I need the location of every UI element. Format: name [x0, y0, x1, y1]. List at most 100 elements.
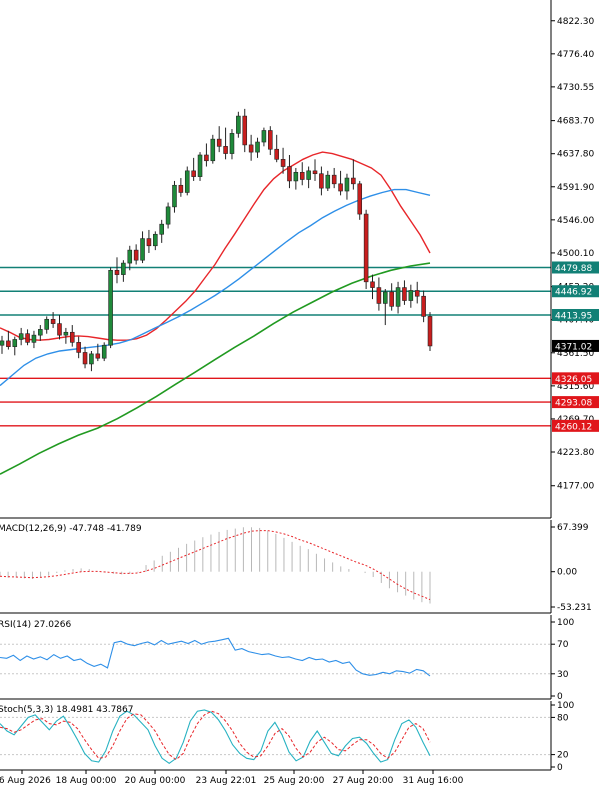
price-tick-label: 4546.00	[557, 216, 594, 226]
stochastic-tick-label: 20	[557, 751, 569, 761]
price-tick-label: 4776.40	[557, 50, 594, 60]
candle-body	[0, 340, 5, 346]
candle-body	[18, 333, 24, 340]
candle-body	[363, 213, 369, 283]
price-panel	[0, 108, 551, 475]
candle-body	[325, 174, 331, 189]
candle-body	[76, 342, 81, 353]
candle-body	[351, 177, 356, 185]
level-label-box	[552, 261, 599, 274]
candle-body	[89, 353, 94, 365]
rsi-tick-label: 100	[557, 618, 574, 628]
candle-body	[414, 290, 420, 297]
candle-body	[108, 269, 113, 346]
macd-title: MACD(12,26,9) -47.748 -41.789	[0, 524, 142, 534]
candle-body	[293, 171, 299, 182]
candle-body	[38, 329, 43, 336]
candle-body	[331, 174, 337, 185]
candle-body	[101, 344, 107, 359]
level-label-box	[552, 372, 599, 385]
candle-body	[383, 291, 388, 304]
candle-body	[127, 249, 133, 264]
candle-body	[236, 115, 241, 134]
candle-body	[6, 340, 11, 347]
candle-body	[191, 170, 196, 177]
stochastic-main-line	[0, 709, 431, 764]
rsi-tick-label: 0	[557, 692, 563, 702]
candle-body	[395, 287, 401, 307]
level-label: 4293.08	[555, 399, 592, 409]
candle-body	[140, 238, 145, 261]
price-tick-label: 4500.10	[557, 249, 594, 259]
x-tick-label: 18 Aug 00:00	[56, 776, 117, 786]
candle-body	[280, 159, 286, 167]
macd-tick-label: 0.00	[557, 568, 577, 578]
rsi-tick-label: 70	[557, 640, 569, 650]
level-label: 4326.05	[555, 375, 592, 385]
candle-body	[255, 141, 260, 153]
price-tick-label: 4822.30	[557, 17, 594, 27]
candle-body	[57, 323, 62, 336]
candle-body	[63, 331, 69, 336]
candle-body	[172, 184, 177, 208]
level-label: 4260.12	[555, 422, 592, 432]
candle-body	[357, 183, 363, 215]
ma-slow-line	[0, 262, 431, 475]
last-price-label: 4371.02	[555, 342, 592, 352]
level-label: 4413.95	[555, 311, 592, 321]
candle-body	[223, 146, 228, 154]
stochastic-tick-label: 80	[557, 713, 569, 723]
candle-body	[25, 333, 30, 343]
candle-body	[306, 170, 311, 180]
rsi-tick-label: 30	[557, 670, 569, 680]
price-tick-label: 4730.55	[557, 83, 594, 93]
stochastic-tick-label: 100	[557, 701, 574, 711]
rsi-title: RSI(14) 27.0266	[0, 620, 71, 630]
level-label: 4446.92	[555, 288, 592, 298]
x-tick-label: 25 Aug 20:00	[264, 776, 325, 786]
candle-body	[12, 339, 18, 347]
level-label-box	[552, 419, 599, 432]
price-tick-label: 4637.80	[557, 150, 594, 160]
candle-body	[178, 184, 184, 193]
candle-body	[165, 206, 171, 225]
candle-body	[133, 249, 139, 261]
stochastic-tick-label: 0	[557, 763, 563, 773]
candle-body	[82, 352, 88, 365]
candle-body	[31, 334, 37, 343]
candle-body	[216, 138, 222, 147]
candle-body	[184, 170, 190, 193]
candle-body	[248, 144, 254, 153]
candle-body	[421, 295, 426, 317]
x-tick-label: 31 Aug 16:00	[403, 776, 464, 786]
price-tick-label: 4315.60	[557, 382, 594, 392]
candle-body	[69, 331, 75, 343]
candle-body	[389, 291, 394, 307]
candle-body	[287, 166, 292, 182]
stochastic-title: Stoch(5,3,3) 18.4981 43.7867	[0, 705, 133, 715]
candle-body	[146, 238, 152, 247]
level-label-box	[552, 308, 599, 321]
candle-body	[204, 154, 209, 162]
rsi-panel	[0, 637, 551, 677]
x-tick-label: 20 Aug 00:00	[125, 776, 186, 786]
candle-body	[338, 183, 343, 192]
level-label-box	[552, 285, 599, 298]
price-tick-label: 4591.90	[557, 183, 594, 193]
candle-body	[344, 177, 350, 192]
candle-body	[44, 318, 49, 330]
x-tick-label: 27 Aug 20:00	[333, 776, 394, 786]
candle-body	[242, 115, 248, 146]
x-tick-label: 16 Aug 2026	[0, 776, 51, 786]
last-price-box	[552, 339, 599, 352]
candle-body	[268, 130, 273, 150]
candle-body	[370, 281, 375, 288]
stochastic-panel	[0, 709, 551, 764]
candle-body	[229, 133, 235, 154]
candle-body	[153, 233, 158, 247]
price-tick-label: 4177.00	[557, 482, 594, 492]
candle-body	[95, 353, 101, 359]
candle-body	[121, 262, 126, 275]
